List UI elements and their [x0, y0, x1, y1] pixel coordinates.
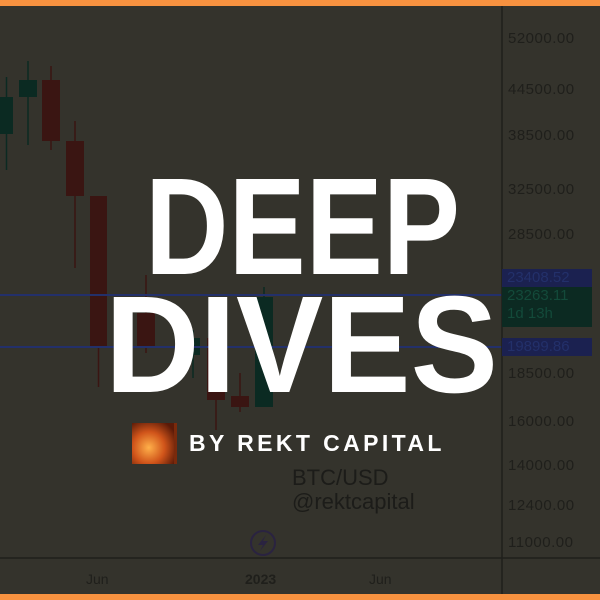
byline: BY REKT CAPITAL	[132, 423, 445, 464]
time-label: Jun	[369, 571, 392, 587]
price-axis-label: 44500.00	[508, 81, 575, 98]
title: DEEP DIVES	[105, 150, 498, 422]
watermark-handle: @rektcapital	[292, 489, 415, 514]
price-axis-label: 38500.00	[508, 127, 575, 144]
lightning-bolt-icon	[250, 530, 276, 556]
byline-text: BY REKT CAPITAL	[189, 430, 445, 456]
current-price: 23263.11	[507, 287, 569, 304]
title-line-2: DIVES	[105, 268, 498, 422]
cover-frame: 52000.00 44500.00 38500.00 32500.00 28500.00…	[0, 6, 600, 594]
time-label: 2023	[245, 571, 277, 587]
candlestick-chart	[0, 6, 600, 594]
price-axis-label: 12400.00	[508, 497, 575, 514]
countdown: 1d 13h	[507, 305, 553, 322]
price-axis-label: 14000.00	[508, 457, 575, 474]
watermark-pair: BTC/USD	[292, 465, 389, 490]
chart-watermark: BTC/USD @rektcapital	[292, 466, 415, 514]
lower-level-tag: 19899.86	[502, 338, 592, 356]
rekt-capital-logo	[132, 423, 177, 464]
price-axis-label: 28500.00	[508, 226, 575, 243]
candle-body	[231, 396, 249, 407]
candle-body	[90, 196, 107, 346]
time-label: Jun	[86, 571, 109, 587]
candle-body	[19, 80, 37, 97]
candle-body	[255, 297, 273, 407]
candle-body	[66, 141, 84, 196]
candle-body	[42, 80, 60, 141]
candle-body	[207, 338, 225, 400]
candle-body	[0, 97, 13, 134]
upper-level-tag: 23408.52	[502, 269, 592, 287]
price-axis-label: 52000.00	[508, 30, 575, 47]
title-line-1: DEEP	[145, 150, 460, 304]
price-axis-label: 11000.00	[508, 534, 574, 551]
candle-body	[137, 313, 155, 346]
price-axis-label: 16000.00	[508, 413, 575, 430]
current-price-tag: 23263.11 1d 13h	[502, 287, 592, 327]
price-axis-label: 18500.00	[508, 365, 575, 382]
price-axis-label: 32500.00	[508, 181, 575, 198]
